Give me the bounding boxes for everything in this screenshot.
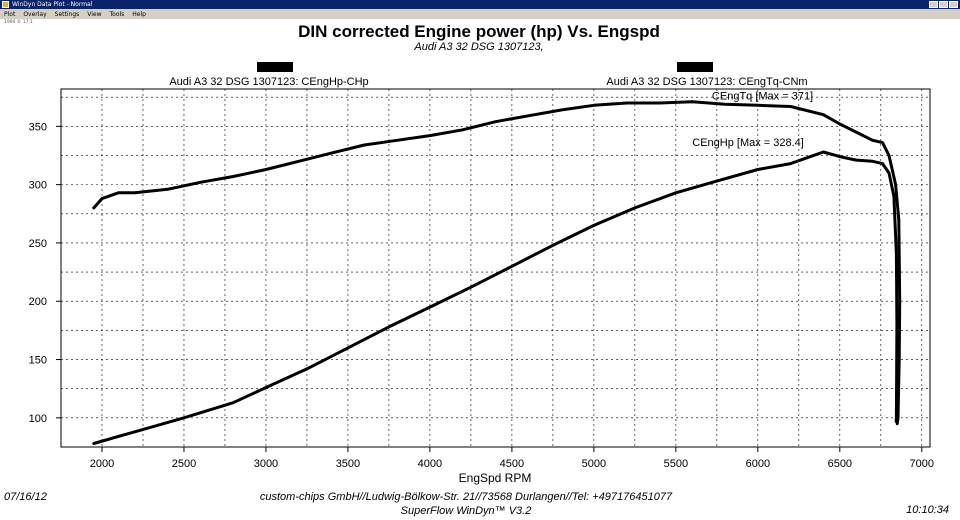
x-tick-label: 2500 [172,458,196,470]
x-tick-label: 4500 [500,458,524,470]
plot-frame [60,88,931,448]
x-tick-label: 2000 [90,458,114,470]
footer-date: 07/16/12 [4,491,47,503]
legend-swatch-power [257,62,293,72]
x-tick-label: 4000 [418,458,442,470]
torque-max-label: CEngTq [Max = 371] [712,90,813,102]
y-tick-label: 250 [29,238,47,250]
menu-overlay[interactable]: Overlay [23,11,47,18]
axis-ticks: 2000 2500 3000 3500 4000 4500 5000 5500 6000 6500… [29,121,934,470]
x-tick-label: 6000 [746,458,770,470]
x-tick-label: 3500 [336,458,360,470]
y-tick-label: 150 [29,355,47,367]
y-tick-label: 350 [29,121,47,133]
footer-software: SuperFlow WinDyn™ V3.2 [401,505,532,517]
app-icon [2,1,9,8]
menu-help[interactable]: Help [132,11,146,18]
chart-title: DIN corrected Engine power (hp) Vs. Engs… [298,22,660,41]
x-tick-label: 3000 [254,458,278,470]
power-curve [92,150,899,445]
y-tick-label: 300 [29,180,47,192]
window-title: WinDyn Data Plot - Normal [12,1,93,8]
chart-subtitle: Audi A3 32 DSG 1307123, [413,41,543,53]
torque-curve [92,100,902,426]
menu-settings[interactable]: Settings [54,11,80,18]
y-tick-label: 200 [29,296,47,308]
y-tick-label: 100 [29,413,47,425]
close-button[interactable] [949,1,958,8]
x-tick-label: 7000 [910,458,934,470]
x-tick-label: 5000 [582,458,606,470]
x-tick-label: 5500 [664,458,688,470]
menu-plot[interactable]: Plot [4,11,16,18]
plot-window [0,19,960,520]
legend-label-torque: Audi A3 32 DSG 1307123: CEngTq-CNm [606,76,807,88]
curves [92,100,902,445]
minimize-button[interactable] [929,1,938,8]
title-bar: WinDyn Data Plot - Normal [0,0,960,9]
legend-label-power: Audi A3 32 DSG 1307123: CEngHp-CHp [169,76,368,88]
version-stamp: 1994 © 17:1 [4,20,33,25]
x-tick-label: 6500 [828,458,852,470]
maximize-button[interactable] [939,1,948,8]
annotations: CEngTq [Max = 371] CEngHp [Max = 328.4] [692,90,813,149]
footer-company: custom-chips GmbH//Ludwig-Bölkow-Str. 21… [260,491,673,503]
power-max-label: CEngHp [Max = 328.4] [692,137,804,149]
menu-tools[interactable]: Tools [109,11,125,18]
menu-view[interactable]: View [87,11,102,18]
x-axis-label: EngSpd RPM [459,471,532,485]
legend-swatch-torque [677,62,713,72]
footer-time: 10:10:34 [906,504,949,516]
